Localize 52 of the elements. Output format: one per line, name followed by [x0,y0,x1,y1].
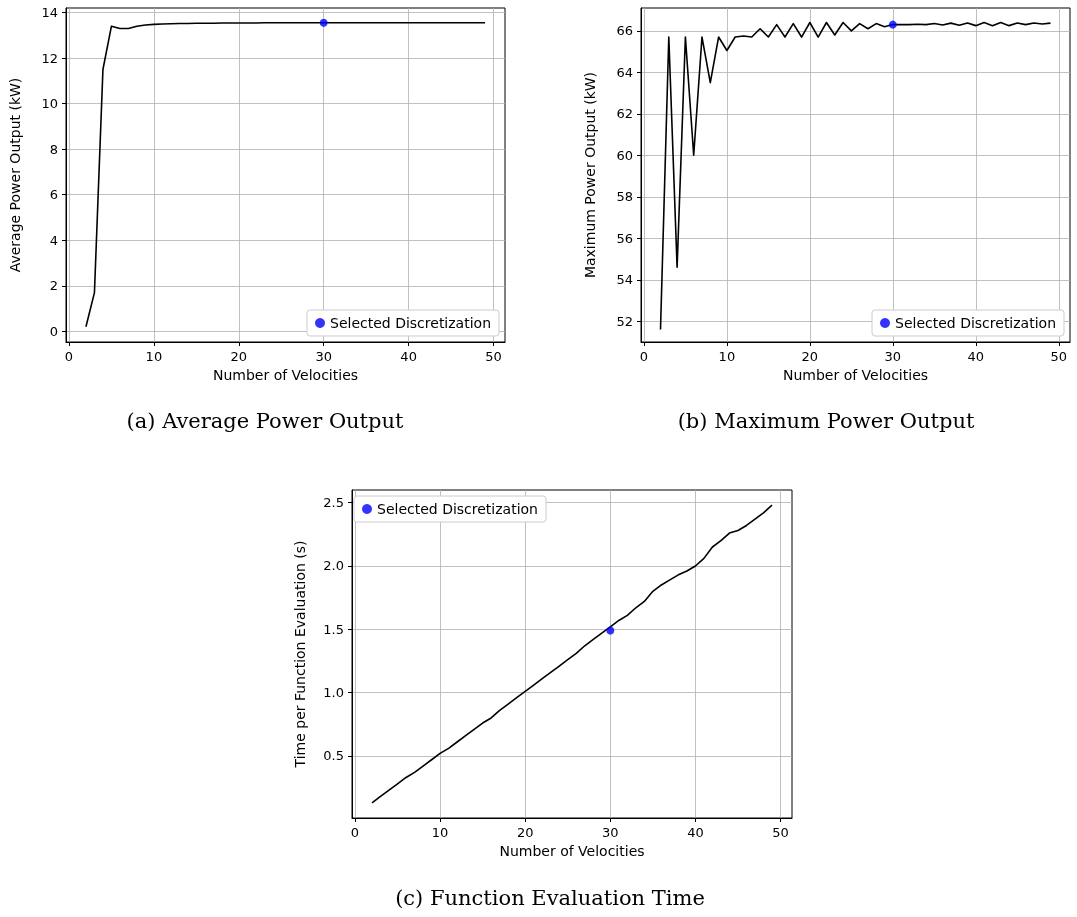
y-tick-label: 66 [616,23,633,39]
x-tick-label: 20 [516,825,534,840]
legend-label: Selected Discretization [377,501,538,517]
line-series [371,504,773,804]
y-tick-label: 64 [616,64,633,80]
x-tick-label: 40 [967,349,985,364]
y-tick-label: 6 [49,187,58,203]
x-tick-label: 30 [315,349,332,364]
y-tick-label: 1.0 [323,685,344,701]
y-tick-label: 14 [41,5,58,21]
y-tick-label: 62 [616,106,633,122]
x-tick-label: 30 [884,349,902,364]
x-tick-label: 50 [772,825,789,840]
y-tick-label: 54 [616,272,633,288]
text: (a) Average Power Output [126,408,405,433]
y-tick-label: 1.5 [323,621,344,637]
x-axis-title: Number of Velocities [782,367,929,383]
y-tick-label: 2.0 [323,558,344,574]
x-tick-label: 10 [431,825,449,840]
y-tick-label: 4 [49,232,58,248]
y-tick-label: 0.5 [323,748,344,764]
x-tick-label: 10 [718,349,736,364]
y-tick-label: 0 [49,323,58,339]
y-tick-label: 52 [616,313,633,329]
y-tick-label: 60 [616,147,633,163]
x-tick-label: 50 [485,349,502,364]
x-tick-label: 0 [639,349,649,364]
x-axis-title: Number of Velocities [212,367,359,383]
legend-label: Selected Discretization [330,315,492,331]
text: (b) Maximum Power Output [677,408,975,433]
y-tick-label: 12 [41,50,58,66]
x-tick-label: 40 [400,349,417,364]
y-tick-label: 10 [41,96,58,112]
x-tick-label: 0 [64,349,74,364]
y-tick-label: 2.5 [323,495,344,511]
legend-label: Selected Discretization [895,315,1057,331]
y-tick-label: 8 [49,141,58,157]
y-tick-label: 2 [49,278,58,294]
x-tick-label: 20 [230,349,248,364]
text: (c) Function Evaluation Time [395,885,705,910]
x-axis-title: Number of Velocities [499,843,645,859]
y-axis-title: Average Power Output (kW) [7,77,23,273]
x-tick-label: 50 [1050,349,1068,364]
x-tick-label: 0 [350,825,360,840]
x-tick-label: 30 [602,825,619,840]
x-tick-label: 20 [801,349,819,364]
y-tick-label: 58 [616,189,633,205]
y-axis-title: Maximum Power Output (kW) [582,71,598,279]
y-axis-title: Time per Function Evaluation (s) [292,540,308,769]
x-tick-label: 10 [145,349,163,364]
y-tick-label: 56 [616,230,633,246]
x-tick-label: 40 [687,825,704,840]
